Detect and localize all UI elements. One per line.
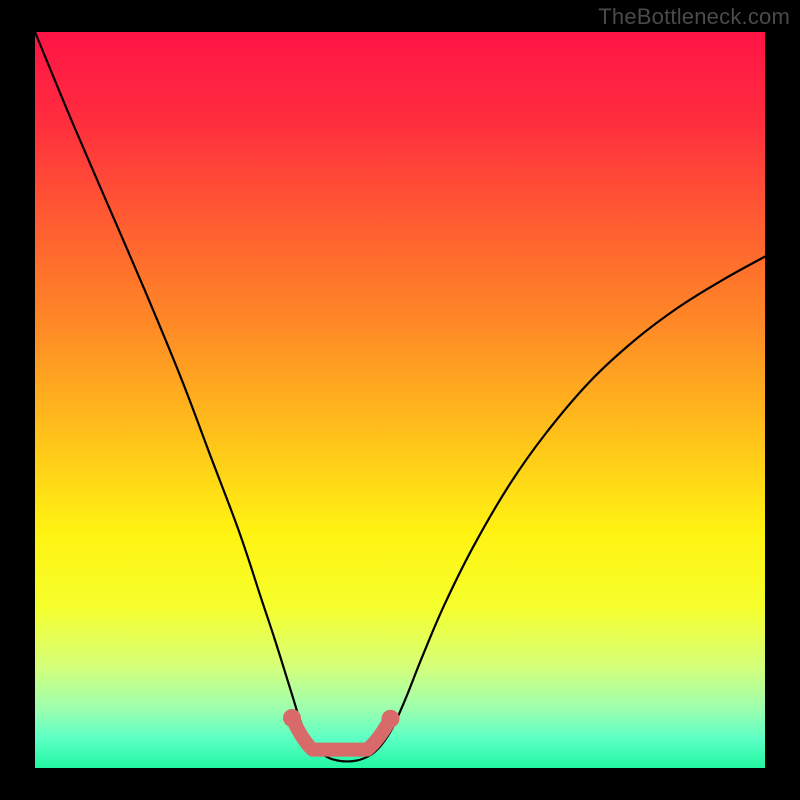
stage: TheBottleneck.com: [0, 0, 800, 800]
bottleneck-chart: [0, 0, 800, 800]
watermark-text: TheBottleneck.com: [598, 4, 790, 30]
valley-dot-right: [382, 710, 400, 728]
valley-dot-left: [283, 709, 301, 727]
gradient-panel: [35, 32, 765, 768]
